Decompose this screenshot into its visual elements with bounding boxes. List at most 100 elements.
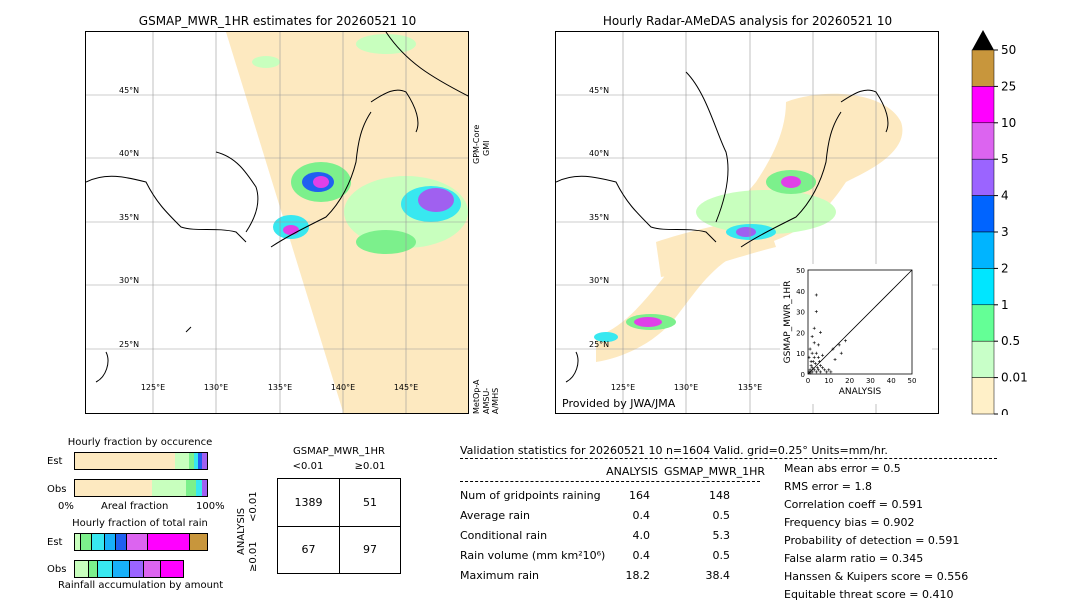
validation-col-gsmap: GSMAP_MWR_1HR — [664, 465, 766, 478]
colorbar-label: 2 — [1001, 261, 1009, 275]
bar-segment — [196, 480, 202, 496]
scatter-x-tick: 30 — [866, 377, 875, 385]
occurrence-obs-bar — [74, 479, 208, 497]
total-rain-obs-label: Obs — [47, 564, 67, 575]
colorbar-segment — [971, 268, 995, 306]
left-lat-label: 45°N — [119, 86, 139, 95]
left-sensor-top-2: GMI — [482, 126, 492, 156]
colorbar-label: 1 — [1001, 298, 1009, 312]
scatter-point — [827, 368, 831, 372]
sensor-bottom-line1: MetOp-A — [472, 379, 481, 414]
scatter-point — [821, 353, 825, 357]
left-map-canvas: 45°N 40°N 35°N 30°N 25°N 125°E 130°E 135… — [86, 32, 468, 413]
right-lon-label: 135°E — [738, 383, 762, 392]
colorbar-segment — [971, 49, 995, 87]
colorbar-segment — [971, 158, 995, 196]
right-map-canvas: 45°N 40°N 35°N 30°N 25°N 125°E 130°E 135… — [556, 32, 938, 413]
scatter-point — [810, 370, 814, 374]
scatter-x-tick: 20 — [845, 377, 854, 385]
scatter-point — [818, 370, 822, 374]
scatter-point — [812, 368, 816, 372]
bar-segment — [185, 480, 197, 496]
scatter-point — [817, 360, 821, 364]
score-line: Equitable threat score = 0.410 — [784, 588, 954, 601]
colorbar-segment — [971, 122, 995, 160]
score-line: Frequency bias = 0.902 — [784, 516, 915, 529]
bar-segment — [127, 534, 149, 550]
score-line: Probability of detection = 0.591 — [784, 534, 960, 547]
contingency-table: 1389 51 67 97 — [277, 478, 401, 574]
bar-segment — [201, 480, 207, 496]
scatter-x-tick: 10 — [824, 377, 833, 385]
left-lat-label: 30°N — [119, 276, 139, 285]
bar-segment — [148, 534, 190, 550]
left-sensor-bottom-2: AMSU-A/MHS — [482, 364, 500, 414]
left-lon-label: 140°E — [331, 383, 355, 392]
scatter-y-tick: 50 — [796, 267, 805, 275]
validation-divider — [460, 458, 997, 459]
scatter-inset: 0 0 10 10 20 20 30 30 40 40 50 50 ANALYSIS GSMAP_MWR_… — [780, 264, 932, 404]
total-rain-title: Hourly fraction of total rain — [72, 518, 208, 529]
right-map-title: Hourly Radar-AMeDAS analysis for 2026052… — [602, 14, 893, 28]
validation-scores: Mean abs error = 0.5 RMS error = 1.8 Cor… — [784, 462, 1004, 606]
contingency-side-label: ANALYSIS — [236, 507, 247, 555]
scatter-point — [839, 351, 843, 355]
right-rain-area — [736, 227, 756, 237]
scatter-plot: 00 10 10 20 20 30 30 40 40 50 50 ANALYSIS GSMAP_MWR_… — [783, 267, 917, 397]
validation-row-label: Conditional rain — [460, 529, 548, 542]
scatter-point — [829, 370, 833, 374]
validation-row-gsmap: 148 — [709, 489, 730, 502]
left-lon-label: 135°E — [268, 383, 292, 392]
bar-segment — [128, 560, 145, 578]
colorbar-segment — [971, 86, 995, 124]
contingency-row-ge: ≥0.01 — [248, 541, 259, 572]
scatter-point — [810, 351, 814, 355]
validation-row-analysis: 4.0 — [632, 529, 651, 542]
validation-row: Maximum rain 18.2 38.4 — [460, 569, 770, 589]
scatter-point — [831, 347, 835, 351]
right-lon-label: 130°E — [674, 383, 698, 392]
bar-segment — [160, 560, 184, 578]
sensor-top-line2: GMI — [482, 140, 491, 156]
contingency-col-lt: <0.01 — [292, 461, 324, 472]
right-lon-labels: 125°E 130°E 135°E — [611, 383, 762, 392]
contingency-row-lt: <0.01 — [248, 491, 259, 522]
colorbar-label: 50 — [1001, 43, 1016, 57]
contingency-cell-b: 51 — [363, 496, 377, 509]
bar-segment — [74, 560, 90, 578]
scatter-y-tick: 20 — [796, 329, 805, 337]
validation-table: Num of gridpoints raining 164 148 Averag… — [460, 489, 770, 589]
total-rain-est-label: Est — [47, 537, 63, 548]
scatter-point — [812, 326, 816, 330]
scatter-point — [823, 368, 827, 372]
right-lat-labels: 45°N 40°N 35°N 30°N 25°N — [589, 86, 609, 349]
colorbar-label: 5 — [1001, 152, 1009, 166]
colorbar-label: 0.5 — [1001, 334, 1020, 348]
validation-row: Average rain 0.4 0.5 — [460, 509, 770, 529]
scatter-point — [814, 310, 818, 314]
validation-row: Rain volume (mm km²10⁶) 0.4 0.5 — [460, 549, 770, 569]
validation-row-label: Maximum rain — [460, 569, 539, 582]
colorbar-label: 0 — [1001, 407, 1009, 415]
scatter-point — [808, 371, 812, 375]
validation-col-analysis: ANALYSIS — [606, 465, 658, 478]
occurrence-title: Hourly fraction by occurence — [67, 437, 213, 448]
colorbar-segment — [971, 231, 995, 269]
right-lat-label: 40°N — [589, 149, 609, 158]
left-lon-label: 130°E — [204, 383, 228, 392]
scatter-point — [816, 368, 820, 372]
scatter-point — [809, 364, 813, 368]
validation-row-analysis: 0.4 — [632, 509, 651, 522]
left-lon-label: 145°E — [394, 383, 418, 392]
colorbar-label: 25 — [1001, 79, 1016, 93]
colorbar-label: 0.01 — [1001, 371, 1028, 385]
left-lon-label: 125°E — [141, 383, 165, 392]
left-rain-area — [418, 188, 454, 212]
bar-segment — [75, 453, 176, 469]
scatter-diagonal — [807, 269, 913, 375]
scatter-x-tick: 50 — [908, 377, 917, 385]
scatter-point — [814, 351, 818, 355]
scatter-xlabel: ANALYSIS — [839, 387, 882, 397]
scatter-x-tick: 0 — [806, 377, 810, 385]
bar-segment — [75, 480, 152, 496]
